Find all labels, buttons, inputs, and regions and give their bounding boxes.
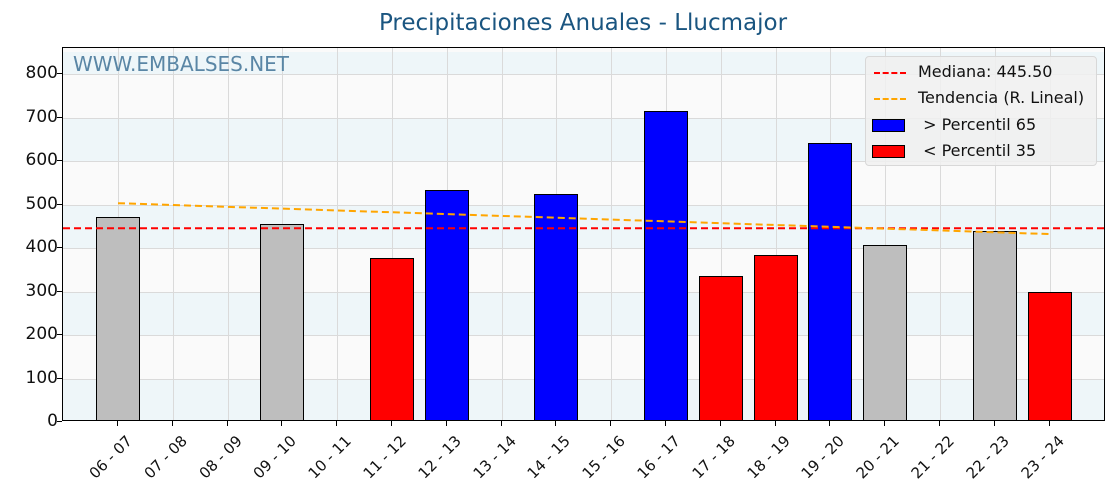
v-grid-line <box>172 48 174 420</box>
x-tick-label: 16 - 17 <box>633 432 684 483</box>
x-tick-label: 18 - 19 <box>743 432 794 483</box>
v-grid-line <box>611 48 613 420</box>
x-tick-mark <box>336 421 338 426</box>
trend-line <box>117 202 1050 236</box>
v-grid-line <box>337 48 339 420</box>
v-grid-line <box>227 48 229 420</box>
y-tick-mark <box>57 247 62 248</box>
median-line-icon <box>874 72 906 74</box>
x-tick-mark <box>445 421 447 426</box>
legend: Mediana: 445.50 Tendencia (R. Lineal) > … <box>865 56 1097 166</box>
x-tick-label: 17 - 18 <box>688 432 739 483</box>
v-grid-line <box>501 48 503 420</box>
x-tick-label: 23 - 24 <box>1017 432 1068 483</box>
x-tick-mark <box>610 421 612 426</box>
bar-19-20 <box>808 143 853 420</box>
x-tick-mark <box>884 421 886 426</box>
y-tick-mark <box>57 421 62 422</box>
bar-14-15 <box>534 194 579 420</box>
bar-11-12 <box>370 258 414 420</box>
bar-23-24 <box>1027 291 1072 420</box>
y-tick-label: 500 <box>25 193 58 214</box>
y-tick-mark <box>57 203 62 205</box>
h-grid-line <box>63 248 1104 249</box>
v-grid-line <box>1049 48 1051 420</box>
x-tick-mark <box>500 421 502 426</box>
x-tick-mark <box>993 421 995 426</box>
y-tick-label: 700 <box>25 106 58 127</box>
bar-16-17 <box>644 110 688 420</box>
y-tick-label: 300 <box>25 280 58 301</box>
x-tick-mark <box>555 421 557 426</box>
x-tick-label: 19 - 20 <box>797 432 849 483</box>
h-grid-line <box>63 161 1104 162</box>
y-tick-label: 600 <box>25 150 58 170</box>
h-grid-line <box>63 204 1104 206</box>
trend-line-icon <box>874 98 906 100</box>
v-grid-line <box>885 48 887 420</box>
x-tick-mark <box>391 421 392 426</box>
bar-17-18 <box>698 275 743 420</box>
h-grid-line <box>63 74 1104 75</box>
high-patch-icon <box>872 119 905 132</box>
y-tick-mark <box>57 160 62 161</box>
x-tick-mark <box>719 421 721 426</box>
low-patch-icon <box>872 145 905 158</box>
bar-22-23 <box>972 231 1017 420</box>
x-tick-mark <box>939 421 940 426</box>
h-grid-line <box>63 378 1104 380</box>
x-tick-mark <box>171 421 173 426</box>
y-tick-label: 800 <box>25 63 58 83</box>
x-tick-mark <box>281 421 283 426</box>
y-tick-label: 200 <box>25 324 58 344</box>
y-tick-label: 100 <box>25 367 58 388</box>
y-tick-mark <box>57 377 62 379</box>
bar-09-10 <box>260 224 305 420</box>
v-grid-line <box>720 48 722 420</box>
background-band <box>63 378 1104 420</box>
chart-title: Precipitaciones Anuales - Llucmajor <box>378 10 788 36</box>
x-tick-label: 14 - 15 <box>523 432 575 483</box>
x-tick-label: 07 - 08 <box>140 432 191 483</box>
x-tick-label: 20 - 21 <box>852 432 904 483</box>
v-grid-line <box>775 48 777 420</box>
x-tick-label: 21 - 22 <box>907 432 958 483</box>
y-tick-mark <box>57 334 62 335</box>
y-tick-mark <box>57 290 62 292</box>
x-tick-mark <box>1048 421 1050 426</box>
h-grid-line <box>63 335 1104 336</box>
h-grid-line <box>63 291 1104 293</box>
x-tick-mark <box>226 421 228 426</box>
x-tick-label: 08 - 09 <box>195 432 246 483</box>
x-tick-label: 12 - 13 <box>414 432 465 483</box>
x-tick-label: 10 - 11 <box>304 432 356 483</box>
y-tick-mark <box>57 73 62 74</box>
x-tick-label: 11 - 12 <box>359 432 410 483</box>
v-grid-line <box>392 48 393 420</box>
x-tick-label: 13 - 14 <box>469 432 520 483</box>
x-tick-label: 15 - 16 <box>578 432 630 483</box>
x-tick-mark <box>665 421 666 426</box>
background-band <box>63 291 1104 335</box>
x-tick-mark <box>829 421 831 426</box>
x-tick-label: 22 - 23 <box>962 432 1013 483</box>
background-band <box>63 204 1104 248</box>
y-tick-label: 0 <box>47 411 58 431</box>
x-tick-mark <box>117 421 118 426</box>
bar-06-07 <box>96 217 140 420</box>
watermark: WWW.EMBALSES.NET <box>73 52 290 76</box>
x-tick-label: 09 - 10 <box>249 432 301 483</box>
background-band <box>63 52 1104 74</box>
h-grid-line <box>63 117 1104 119</box>
bar-18-19 <box>753 254 798 420</box>
x-tick-mark <box>774 421 776 426</box>
v-grid-line <box>940 48 941 420</box>
bar-20-21 <box>863 244 908 420</box>
x-tick-label: 06 - 07 <box>85 432 136 483</box>
y-tick-label: 400 <box>25 237 58 257</box>
y-tick-mark <box>57 116 62 118</box>
reference-lines <box>63 202 1104 236</box>
